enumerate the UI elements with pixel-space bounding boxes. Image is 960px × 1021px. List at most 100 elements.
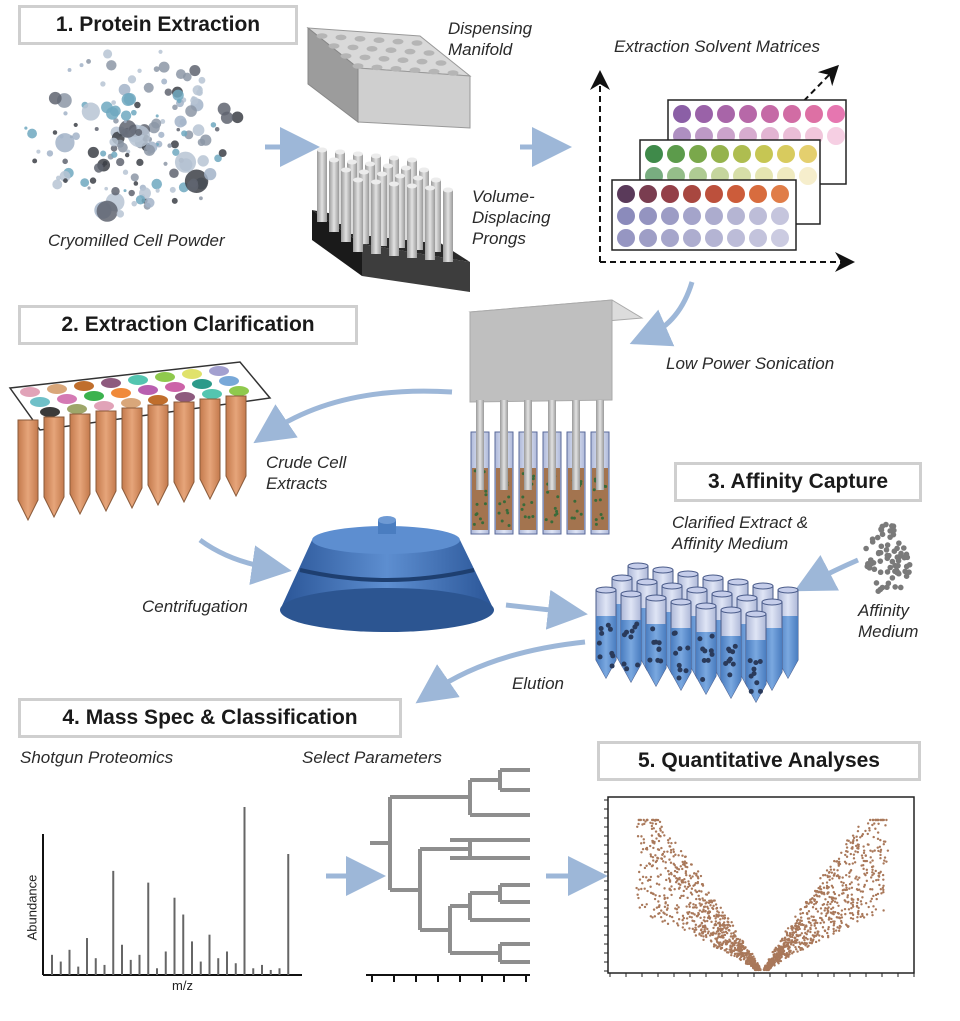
volcano-point	[791, 928, 794, 932]
volcano-point	[845, 843, 848, 846]
volcano-point	[876, 892, 880, 896]
cryomilled-powder-graphic	[24, 49, 244, 222]
volcano-point	[879, 857, 882, 860]
affinity-tube-rack	[595, 562, 799, 704]
powder-particle	[67, 68, 72, 72]
volcano-point	[668, 914, 672, 918]
extract-speck	[507, 524, 511, 528]
volcano-point	[871, 873, 874, 877]
volcano-point	[670, 915, 674, 919]
volcano-point	[817, 939, 821, 942]
volcano-point	[837, 894, 841, 897]
volcano-point	[742, 954, 745, 958]
powder-particle	[96, 200, 118, 222]
volcano-point	[655, 818, 659, 822]
sonication-probe	[476, 400, 484, 490]
volcano-point	[737, 946, 740, 949]
volcano-point	[654, 822, 658, 826]
medium-bead	[869, 539, 876, 545]
prong-top	[407, 157, 417, 163]
volcano-point	[704, 933, 708, 937]
volcano-point	[800, 932, 804, 935]
volcano-point	[821, 882, 825, 885]
volcano-point	[872, 880, 875, 883]
volcano-point	[637, 888, 640, 891]
volcano-point	[836, 901, 839, 905]
volcano-point	[688, 903, 691, 906]
powder-particle	[198, 196, 203, 201]
powder-particle	[143, 144, 155, 156]
volcano-point	[640, 887, 643, 891]
volcano-point	[730, 942, 733, 945]
manifold-hole	[371, 64, 383, 71]
powder-particle	[24, 126, 28, 130]
title-extraction-clarification: 2. Extraction Clarification	[18, 305, 358, 345]
volcano-point	[698, 897, 701, 901]
affinity-bead	[609, 650, 615, 656]
volcano-point	[668, 879, 672, 882]
medium-bead	[887, 564, 894, 571]
affinity-bead	[607, 626, 613, 632]
medium-bead	[863, 545, 869, 552]
volcano-point	[858, 876, 861, 879]
volcano-point	[702, 930, 705, 934]
volcano-point	[871, 868, 874, 871]
volcano-point	[708, 917, 712, 920]
crude-well-color	[155, 372, 175, 382]
volcano-point	[738, 953, 742, 956]
volcano-point	[788, 932, 792, 935]
prong-top	[341, 167, 351, 173]
label-dispensing-manifold: Dispensing Manifold	[448, 19, 533, 59]
volcano-point	[688, 884, 691, 887]
prong-top	[335, 149, 345, 155]
volcano-point	[753, 959, 757, 962]
volcano-point	[857, 825, 860, 828]
crude-well-color	[209, 366, 229, 376]
solvent-well	[771, 229, 789, 247]
volcano-point	[723, 926, 726, 929]
volcano-point	[746, 957, 750, 961]
volcano-point	[679, 849, 683, 853]
volcano-point	[723, 917, 726, 920]
volcano-point	[728, 948, 731, 951]
volcano-point	[819, 876, 822, 880]
solvent-well	[705, 229, 723, 247]
centrifuge-graphic	[280, 516, 494, 632]
volcano-point	[711, 906, 714, 910]
volcano-point	[796, 934, 800, 938]
powder-particle	[176, 127, 181, 132]
medium-bead	[874, 534, 881, 541]
prong	[359, 172, 369, 244]
powder-particle	[197, 155, 209, 167]
medium-bead	[903, 573, 910, 579]
crude-well-color	[148, 395, 168, 405]
crude-well-color	[84, 391, 104, 401]
extract-speck	[483, 502, 487, 506]
prong	[371, 182, 381, 254]
volcano-point	[693, 920, 696, 923]
affinity-bead	[656, 646, 662, 652]
volcano-point	[669, 851, 673, 854]
volcano-point	[845, 846, 849, 849]
affinity-bead	[754, 680, 760, 686]
volcano-point	[687, 880, 690, 883]
volcano-point	[651, 841, 654, 844]
volcano-point	[743, 952, 746, 955]
volcano-point	[682, 894, 685, 898]
solvent-well	[727, 207, 745, 225]
volcano-point	[855, 888, 859, 891]
volcano-point	[804, 924, 808, 927]
volcano-point	[688, 927, 691, 930]
volcano-point	[831, 886, 835, 889]
volcano-point	[730, 932, 733, 935]
powder-particle	[158, 49, 163, 54]
affinity-bead	[598, 626, 604, 632]
label-select-parameters: Select Parameters	[302, 748, 442, 767]
volcano-point	[662, 860, 665, 863]
volcano-point	[809, 930, 812, 934]
powder-particle	[158, 131, 165, 138]
volcano-point	[642, 838, 645, 841]
volcano-point	[657, 839, 661, 843]
volcano-point	[850, 898, 854, 901]
volcano-point	[663, 834, 666, 837]
